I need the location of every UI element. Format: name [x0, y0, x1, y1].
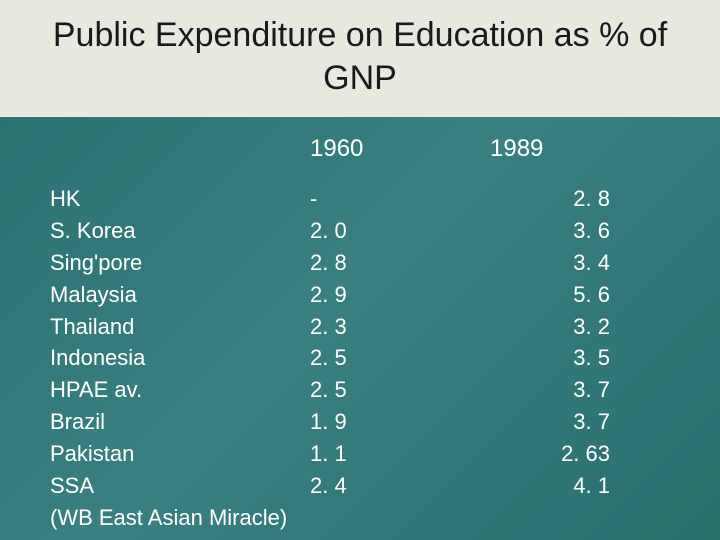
year1-cell: 2. 5 — [310, 342, 490, 374]
year1-cell: - — [310, 183, 490, 215]
table-body: HK-2. 8S. Korea2. 03. 6Sing'pore2. 83. 4… — [50, 183, 670, 502]
table-content: 1960 1989 HK-2. 8S. Korea2. 03. 6Sing'po… — [0, 117, 720, 534]
year1-cell: 2. 0 — [310, 215, 490, 247]
country-cell: Sing'pore — [50, 247, 310, 279]
table-row: Thailand2. 33. 2 — [50, 311, 670, 343]
header-country-blank — [50, 135, 310, 163]
year2-cell: 3. 5 — [490, 342, 650, 374]
country-cell: Pakistan — [50, 438, 310, 470]
year2-cell: 3. 6 — [490, 215, 650, 247]
year1-cell: 1. 1 — [310, 438, 490, 470]
table-row: Indonesia2. 53. 5 — [50, 342, 670, 374]
table-row: Brazil1. 93. 7 — [50, 406, 670, 438]
header-year1: 1960 — [310, 135, 490, 163]
table-row: Malaysia2. 95. 6 — [50, 279, 670, 311]
year2-cell: 3. 4 — [490, 247, 650, 279]
year1-cell: 2. 5 — [310, 374, 490, 406]
year2-cell: 4. 1 — [490, 470, 650, 502]
table-row: S. Korea2. 03. 6 — [50, 215, 670, 247]
country-cell: HPAE av. — [50, 374, 310, 406]
country-cell: S. Korea — [50, 215, 310, 247]
year2-cell: 2. 8 — [490, 183, 650, 215]
page-title: Public Expenditure on Education as % of … — [20, 14, 700, 99]
source-line: (WB East Asian Miracle) — [50, 502, 670, 534]
table-row: Pakistan1. 12. 63 — [50, 438, 670, 470]
country-cell: HK — [50, 183, 310, 215]
country-cell: Brazil — [50, 406, 310, 438]
year2-cell: 2. 63 — [490, 438, 650, 470]
table-row: HPAE av.2. 53. 7 — [50, 374, 670, 406]
country-cell: SSA — [50, 470, 310, 502]
table-row: SSA2. 44. 1 — [50, 470, 670, 502]
table-header-row: 1960 1989 — [50, 135, 670, 163]
header-year2: 1989 — [490, 135, 650, 163]
title-area: Public Expenditure on Education as % of … — [0, 0, 720, 117]
year2-cell: 3. 2 — [490, 311, 650, 343]
country-cell: Malaysia — [50, 279, 310, 311]
country-cell: Thailand — [50, 311, 310, 343]
year1-cell: 2. 3 — [310, 311, 490, 343]
year2-cell: 5. 6 — [490, 279, 650, 311]
year2-cell: 3. 7 — [490, 374, 650, 406]
country-cell: Indonesia — [50, 342, 310, 374]
year2-cell: 3. 7 — [490, 406, 650, 438]
year1-cell: 2. 8 — [310, 247, 490, 279]
year1-cell: 2. 4 — [310, 470, 490, 502]
table-row: Sing'pore2. 83. 4 — [50, 247, 670, 279]
year1-cell: 1. 9 — [310, 406, 490, 438]
table-row: HK-2. 8 — [50, 183, 670, 215]
year1-cell: 2. 9 — [310, 279, 490, 311]
